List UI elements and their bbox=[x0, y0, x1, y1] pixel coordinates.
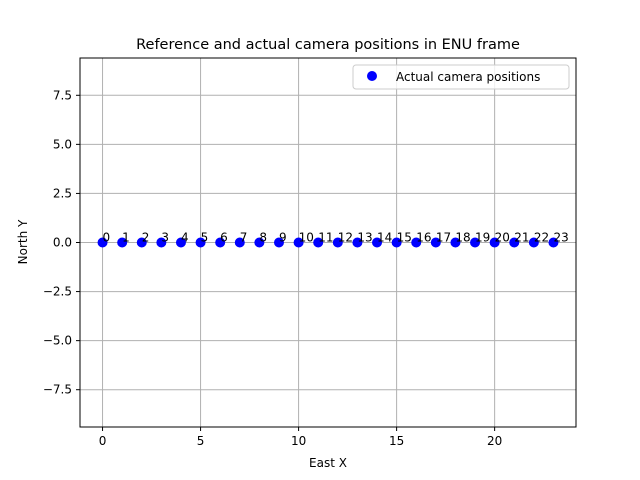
y-axis-label: North Y bbox=[16, 219, 30, 264]
data-point bbox=[175, 237, 186, 248]
point-label: 10 bbox=[299, 231, 314, 245]
x-tick-label: 10 bbox=[291, 434, 306, 448]
y-tick-label: 2.5 bbox=[53, 186, 72, 200]
point-label: 5 bbox=[201, 231, 209, 245]
plot-area: 0 1 2 3 4 5 6 7 8 9 10 11 12 13 14 15 16 17 18 19 20 21 22 23 bbox=[97, 231, 569, 248]
point-label: 20 bbox=[495, 231, 510, 245]
data-point bbox=[372, 237, 383, 248]
point-label: 8 bbox=[259, 231, 267, 245]
point-label: 19 bbox=[475, 231, 490, 245]
data-point bbox=[215, 237, 226, 248]
data-point bbox=[489, 237, 500, 248]
point-label: 17 bbox=[436, 231, 451, 245]
y-tick-label: 7.5 bbox=[53, 88, 72, 102]
data-point bbox=[450, 237, 461, 248]
point-label: 9 bbox=[279, 231, 287, 245]
x-axis-label: East X bbox=[309, 456, 347, 470]
legend: Actual camera positions bbox=[352, 64, 570, 90]
x-tick-label: 20 bbox=[487, 434, 502, 448]
data-point bbox=[136, 237, 147, 248]
data-point bbox=[528, 237, 539, 248]
point-label: 2 bbox=[142, 231, 150, 245]
data-point bbox=[97, 237, 108, 248]
point-label: 1 bbox=[122, 231, 130, 245]
point-label: 6 bbox=[220, 231, 228, 245]
x-tick-label: 5 bbox=[197, 434, 205, 448]
point-label: 0 bbox=[103, 231, 111, 245]
y-tick-label: −2.5 bbox=[43, 285, 72, 299]
x-tick-label: 0 bbox=[99, 434, 107, 448]
point-label: 3 bbox=[161, 231, 169, 245]
data-point bbox=[548, 237, 559, 248]
y-tick-label: −5.0 bbox=[43, 334, 72, 348]
x-tick-label: 15 bbox=[389, 434, 404, 448]
y-tick-label: −7.5 bbox=[43, 383, 72, 397]
point-label: 15 bbox=[397, 231, 412, 245]
data-point bbox=[391, 237, 402, 248]
data-point bbox=[293, 237, 304, 248]
axes-frame bbox=[79, 57, 577, 428]
axis-ticks: 0 5 10 15 20−7.5−5.0−2.50.02.55.07.5 bbox=[43, 88, 502, 448]
data-point bbox=[117, 237, 128, 248]
data-point bbox=[254, 237, 265, 248]
data-point bbox=[273, 237, 284, 248]
point-label: 11 bbox=[318, 231, 333, 245]
point-label: 13 bbox=[357, 231, 372, 245]
point-label: 7 bbox=[240, 231, 248, 245]
point-label: 4 bbox=[181, 231, 189, 245]
point-label: 23 bbox=[553, 231, 568, 245]
legend-label: Actual camera positions bbox=[396, 70, 540, 84]
y-tick-label: 0.0 bbox=[53, 236, 72, 250]
legend-box bbox=[352, 64, 570, 90]
data-point bbox=[313, 237, 324, 248]
data-point bbox=[195, 237, 206, 248]
point-label: 14 bbox=[377, 231, 392, 245]
data-point bbox=[332, 237, 343, 248]
chart-title: Reference and actual camera positions in… bbox=[136, 37, 520, 53]
point-label: 18 bbox=[455, 231, 470, 245]
data-point bbox=[430, 237, 441, 248]
data-point bbox=[352, 237, 363, 248]
point-label: 22 bbox=[534, 231, 549, 245]
data-point bbox=[470, 237, 481, 248]
data-point bbox=[156, 237, 167, 248]
point-label: 21 bbox=[514, 231, 529, 245]
data-point bbox=[509, 237, 520, 248]
point-label: 16 bbox=[416, 231, 431, 245]
y-tick-label: 5.0 bbox=[53, 137, 72, 151]
point-label: 12 bbox=[338, 231, 353, 245]
data-point bbox=[411, 237, 422, 248]
data-point bbox=[234, 237, 245, 248]
legend-marker bbox=[367, 71, 377, 81]
